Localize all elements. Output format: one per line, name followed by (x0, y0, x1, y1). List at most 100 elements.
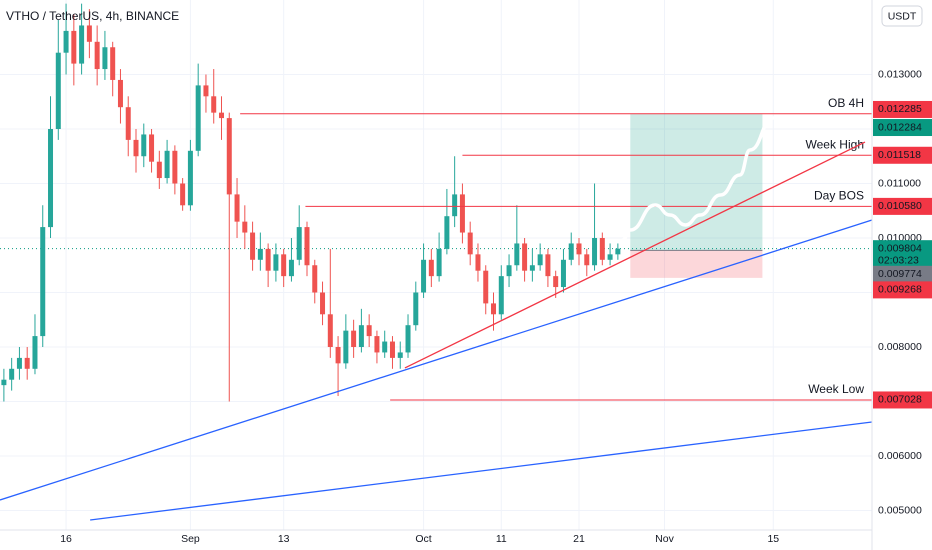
y-tick-label: 0.011000 (878, 177, 921, 189)
candle-body (483, 270, 489, 304)
candle-body (164, 150, 170, 179)
x-tick-label: 21 (573, 533, 585, 545)
candle-body (71, 30, 77, 64)
y-tick-label: 0.005000 (878, 504, 922, 516)
price-label: 0.012285 (878, 103, 922, 115)
candle-body (218, 112, 224, 119)
candle-body (553, 276, 559, 288)
candle-body (389, 341, 395, 358)
candle-body (203, 85, 209, 97)
price-label: 0.009268 (878, 284, 922, 296)
candle-body (312, 265, 318, 293)
price-label-box (873, 265, 932, 283)
candle-body (506, 265, 512, 277)
x-tick-label: 16 (60, 533, 72, 545)
candle-body (514, 243, 520, 266)
candle-body (257, 248, 263, 260)
candle-body (265, 248, 271, 271)
candle-body (304, 227, 310, 266)
axes: 0.0050000.0060000.0070000.0080000.009000… (60, 68, 932, 545)
price-label-box (873, 240, 932, 269)
candle-body (529, 265, 535, 271)
price-label: 0.009804 (878, 242, 922, 254)
candle-body (351, 330, 357, 347)
candle-body (599, 237, 605, 260)
candle-body (366, 325, 372, 337)
candle-body (195, 85, 201, 151)
currency-button[interactable] (881, 5, 923, 27)
overlay (0, 113, 872, 278)
candle-body (9, 368, 15, 380)
y-tick-label: 0.006000 (878, 450, 922, 462)
candle-body (110, 47, 116, 80)
candle-body (421, 259, 427, 293)
candle-body (545, 254, 551, 277)
candle-body (397, 352, 403, 358)
candle-body (273, 254, 279, 271)
candle-body (607, 254, 613, 260)
candle-body (491, 303, 497, 315)
countdown: 02:03:23 (878, 254, 919, 266)
candle-body (592, 237, 598, 266)
price-label-box (873, 281, 932, 299)
candle-body (296, 227, 302, 260)
x-tick-label: 11 (496, 533, 507, 545)
price-label-box (873, 100, 932, 118)
candle-body (343, 330, 349, 364)
y-tick-label: 0.013000 (878, 68, 922, 80)
candle-body (24, 357, 30, 369)
position-target (630, 113, 763, 251)
level-label: Week Low (808, 382, 864, 396)
candle-body (374, 336, 380, 353)
candle-body (522, 243, 528, 271)
x-tick-label: Oct (415, 533, 431, 545)
candle-body (444, 216, 450, 249)
candle-body (615, 248, 621, 255)
price-label: 0.009774 (878, 268, 922, 280)
candle-body (234, 194, 240, 222)
candle-body (141, 134, 147, 157)
candle-body (133, 139, 139, 157)
position-stop (630, 250, 763, 278)
level-label: OB 4H (828, 96, 864, 110)
x-tick-label: Sep (181, 533, 200, 545)
candle-body (180, 183, 186, 206)
level-label: Week High (806, 137, 864, 151)
candle-body (327, 314, 333, 347)
trendline (0, 219, 873, 501)
candle-body (288, 259, 294, 277)
candle-body (475, 254, 481, 271)
candle-body (79, 25, 85, 64)
candle-body (102, 47, 108, 70)
candle-body (428, 259, 434, 277)
price-label: 0.012284 (878, 121, 922, 133)
price-label: 0.010580 (878, 200, 922, 212)
chart-title: VTHO / TetherUS, 4h, BINANCE (6, 9, 179, 23)
candle-body (86, 25, 92, 42)
candle-body (413, 292, 419, 326)
candle-body (281, 254, 287, 277)
projection-path (620, 116, 776, 242)
candle-body (436, 248, 442, 277)
candle-body (211, 96, 217, 113)
price-label-box (873, 119, 932, 137)
candle-body (467, 232, 473, 255)
price-label-box (873, 391, 932, 409)
candle-body (48, 128, 54, 228)
candle-body (560, 259, 566, 288)
price-label-box (873, 197, 932, 215)
candle-body (172, 150, 178, 184)
price-label: 0.011518 (878, 149, 921, 161)
x-tick-label: Nov (655, 533, 674, 545)
candle-body (320, 292, 326, 315)
candle-body (40, 227, 46, 337)
candle-body (149, 134, 155, 162)
candle-body (32, 336, 38, 369)
candle-body (537, 254, 543, 266)
trendline (90, 421, 873, 521)
candle-body (459, 194, 465, 233)
candle-body (498, 276, 504, 315)
candle-body (452, 194, 458, 217)
price-label: 0.007028 (878, 394, 922, 406)
